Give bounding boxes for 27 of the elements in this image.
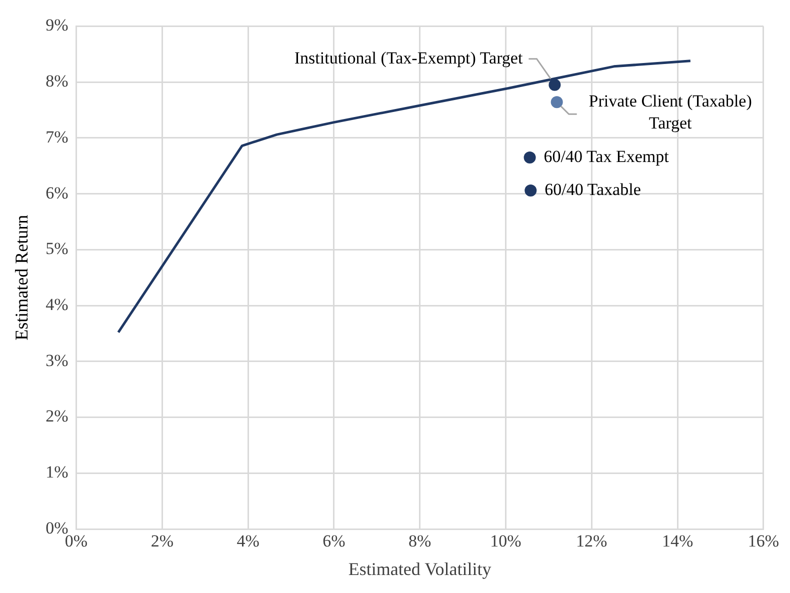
y-tick-label: 6% bbox=[46, 183, 68, 202]
y-tick-label: 3% bbox=[46, 350, 68, 370]
y-tick-label: 2% bbox=[46, 406, 68, 426]
x-tick-label: 6% bbox=[322, 532, 346, 551]
x-tick-label: 12% bbox=[576, 532, 608, 551]
y-tick-label: 1% bbox=[46, 462, 68, 482]
point bbox=[524, 151, 536, 164]
point bbox=[550, 96, 563, 108]
series-label: 60/40 Taxable bbox=[544, 180, 641, 199]
x-tick-label: 14% bbox=[662, 532, 694, 551]
x-tick-label: 10% bbox=[490, 532, 522, 551]
y-tick-label: 9% bbox=[46, 16, 68, 35]
x-tick-label: 16% bbox=[748, 532, 780, 551]
annotation: Private Client (Taxable) Target bbox=[588, 92, 752, 133]
y-tick-label: 7% bbox=[46, 127, 68, 146]
y-axis-title: Estimated Return bbox=[12, 214, 32, 340]
x-tick-label: 4% bbox=[236, 532, 260, 551]
y-tick-label: 8% bbox=[46, 72, 68, 91]
point bbox=[524, 184, 537, 196]
series-label: 60/40 Tax Exempt bbox=[544, 146, 670, 166]
x-tick-label: 8% bbox=[408, 532, 432, 551]
y-tick-label: 4% bbox=[46, 295, 68, 314]
x-axis-title: Estimated Volatility bbox=[348, 558, 492, 579]
point bbox=[548, 78, 561, 91]
annotation: Institutional (Tax-Exempt) Target bbox=[294, 48, 523, 68]
x-tick-label: 2% bbox=[150, 532, 174, 551]
y-tick-label: 5% bbox=[46, 239, 68, 258]
